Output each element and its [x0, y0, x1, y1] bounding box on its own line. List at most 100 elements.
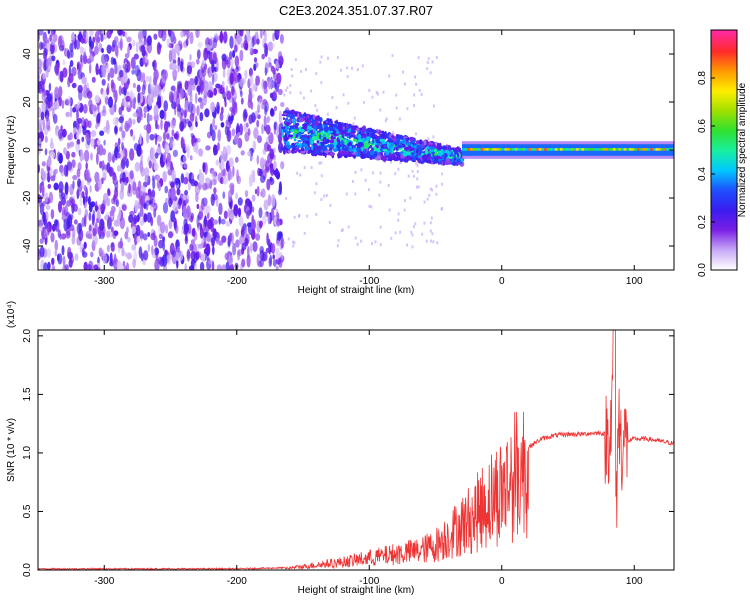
- spectrogram-cell: [139, 71, 144, 83]
- spectrogram-cell: [71, 233, 76, 245]
- spectrogram-cell: [259, 220, 263, 229]
- colorbar-step: [711, 256, 737, 259]
- spectrogram-y-label: Frequency (Hz): [6, 116, 17, 185]
- spectrogram-cell: [184, 109, 187, 119]
- colorbar-step: [711, 204, 737, 207]
- spectrogram-cell: [227, 170, 234, 181]
- x-tick-label: -100: [359, 276, 379, 287]
- spectrogram-cell: [58, 86, 63, 98]
- spectrogram-cell: [413, 104, 415, 108]
- spectrogram-cell: [411, 245, 414, 249]
- spectrogram-cell: [106, 162, 111, 174]
- colorbar-step: [711, 154, 737, 157]
- spectrogram-cell: [525, 148, 529, 151]
- colorbar-step: [711, 212, 737, 215]
- spectrogram-cell: [324, 152, 327, 158]
- spectrogram-cell: [294, 111, 298, 116]
- spectrogram-cell: [134, 161, 141, 172]
- spectrogram-cell: [180, 60, 184, 72]
- spectrogram-cell: [384, 119, 387, 123]
- spectrogram-cell: [174, 102, 177, 116]
- spectrogram-cell: [210, 193, 215, 206]
- spectrogram-cell: [140, 152, 143, 164]
- spectrogram-cell: [218, 215, 221, 225]
- spectrogram-cell: [90, 152, 93, 161]
- spectrogram-cell: [184, 263, 187, 270]
- spectrogram-cell: [417, 185, 420, 189]
- spectrogram-cell: [179, 88, 184, 100]
- spectrogram-cell: [227, 189, 233, 203]
- spectrogram-cell: [171, 250, 176, 258]
- spectrogram-cell: [270, 194, 276, 208]
- spectrogram-cell: [230, 58, 234, 69]
- spectrogram-cell: [307, 120, 312, 123]
- spectrogram-cell: [136, 145, 142, 156]
- spectrogram-cell: [94, 31, 100, 42]
- spectrogram-cell: [421, 232, 424, 236]
- spectrogram-cell: [94, 95, 100, 104]
- spectrogram-cell: [90, 251, 94, 258]
- spectrogram-cell: [81, 76, 87, 85]
- spectrogram-cell: [60, 169, 65, 177]
- spectrogram-cell: [190, 239, 195, 245]
- spectrogram-cell: [51, 264, 56, 270]
- spectrogram-cell: [143, 112, 147, 119]
- spectrogram-cell: [323, 126, 329, 133]
- spectrogram-cell: [311, 139, 314, 145]
- spectrogram-cell: [212, 52, 217, 62]
- spectrogram-cell: [47, 156, 52, 168]
- spectrogram-cell: [209, 217, 215, 228]
- spectrogram-cell: [262, 99, 268, 106]
- spectrogram-cell: [272, 32, 275, 42]
- spectrogram-cell: [95, 267, 101, 270]
- spectrogram-cell: [263, 115, 267, 127]
- spectrogram-cell: [393, 156, 397, 161]
- spectrogram-cell: [336, 244, 339, 248]
- spectrogram-cell: [383, 145, 387, 148]
- spectrogram-cell: [354, 236, 357, 240]
- spectrogram-cell: [251, 174, 256, 183]
- spectrogram-cell: [169, 95, 174, 103]
- spectrogram-cell: [121, 87, 127, 95]
- spectrogram-cell: [250, 85, 255, 93]
- spectrogram-cell: [448, 162, 453, 165]
- spectrogram-cell: [198, 172, 205, 185]
- spectrogram-cell: [160, 221, 166, 234]
- spectrogram-cell: [234, 55, 240, 68]
- colorbar-step: [711, 124, 737, 127]
- spectrogram-cell: [204, 108, 210, 118]
- colorbar-frame: [710, 29, 738, 271]
- spectrogram-cell: [131, 226, 136, 234]
- spectrogram-cell: [115, 116, 119, 127]
- spectrogram-cell: [360, 132, 367, 137]
- spectrogram-cell: [443, 146, 448, 150]
- spectrogram-cell: [226, 129, 232, 142]
- spectrogram-cell: [293, 241, 296, 245]
- colorbar-step: [711, 118, 737, 121]
- spectrogram-cell: [65, 230, 71, 239]
- spectrogram-cell: [195, 192, 199, 203]
- spectrogram-cell: [46, 93, 50, 100]
- colorbar-step: [711, 242, 737, 245]
- spectrogram-cell: [613, 148, 616, 151]
- spectrogram-cell: [146, 112, 150, 125]
- spectrogram-cell: [204, 63, 208, 71]
- spectrogram-cell: [127, 45, 130, 56]
- spectrogram-cell: [58, 129, 63, 140]
- spectrogram-cell: [156, 214, 162, 227]
- spectrogram-cell: [454, 150, 458, 155]
- spectrogram-cell: [363, 153, 366, 157]
- spectrogram-cell: [150, 83, 155, 91]
- spectrogram-cell: [512, 148, 516, 151]
- spectrogram-cell: [334, 120, 339, 124]
- spectrogram-cell: [211, 170, 217, 179]
- spectrogram-cell: [119, 126, 123, 132]
- colorbar-step: [711, 268, 737, 271]
- spectrogram-cell: [655, 148, 659, 151]
- spectrogram-cell: [429, 229, 432, 233]
- spectrogram-cell: [290, 137, 293, 140]
- spectrogram-cell: [504, 148, 508, 151]
- spectrogram-cell: [239, 36, 243, 43]
- spectrogram-cell: [64, 264, 69, 270]
- spectrogram-cell: [283, 135, 286, 139]
